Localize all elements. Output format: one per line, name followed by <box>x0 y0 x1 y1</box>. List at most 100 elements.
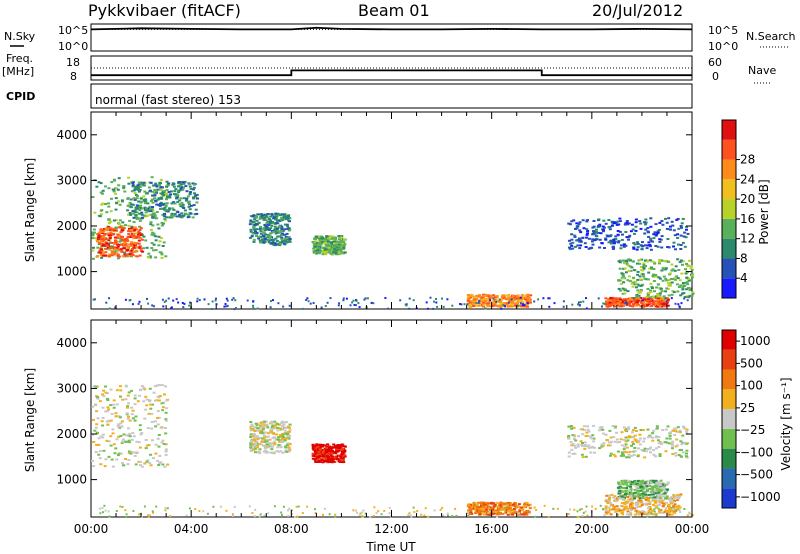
vel-cell-5 <box>618 441 622 443</box>
vel-cell-5 <box>655 427 659 430</box>
power-cell-0 <box>160 224 164 227</box>
power-cell-4 <box>337 243 341 246</box>
power-cell-2 <box>155 203 159 206</box>
power-cell-8 <box>607 219 611 221</box>
power-cell-4 <box>335 249 339 252</box>
power-cell-7 <box>681 260 685 263</box>
vel-cell-0 <box>101 393 104 396</box>
vel-cell-3 <box>500 509 504 511</box>
vel-cell-1 <box>275 433 279 436</box>
power-cell-8 <box>627 236 631 239</box>
vel-cell-1 <box>285 421 289 424</box>
power-cell-8 <box>619 244 623 247</box>
vel-cell-0 <box>154 425 158 428</box>
power-cell-1 <box>101 232 104 234</box>
vel-ytick-label-0: 1000 <box>56 473 87 487</box>
vel-cell-1 <box>266 451 270 454</box>
power-cell-7 <box>678 261 682 264</box>
vel-cell-0 <box>154 399 157 402</box>
vel-cell-5 <box>592 424 596 427</box>
power-cell-0 <box>148 255 152 258</box>
power-cell-4 <box>316 249 320 252</box>
power-cell-2 <box>179 187 183 190</box>
power-cell-2 <box>176 211 180 214</box>
power-cell-2 <box>191 216 195 219</box>
power-cell-2 <box>132 212 135 215</box>
power-cell-7 <box>646 288 650 290</box>
power-cell-4 <box>317 242 321 245</box>
power-cell-4 <box>328 249 332 252</box>
vel-cell-2 <box>339 446 343 449</box>
power-cell-5 <box>472 301 476 304</box>
power-cell-7 <box>662 275 666 278</box>
power-cell-7 <box>685 276 689 279</box>
power-cell-7 <box>618 279 622 282</box>
vel-cell-0 <box>145 460 149 463</box>
vel-cell-1 <box>267 432 271 435</box>
power-cell-4 <box>317 250 321 253</box>
power-cell-1 <box>112 233 116 235</box>
vel-cell-3 <box>491 508 495 511</box>
power-panel-frame <box>90 111 693 310</box>
vel-cell-4 <box>633 507 637 510</box>
power-cell-8 <box>629 230 633 233</box>
vel-cell-1 <box>260 429 263 432</box>
vel-ytick-label-3: 4000 <box>56 336 87 350</box>
power-cell-8 <box>636 242 640 245</box>
power-cell-8 <box>625 220 629 222</box>
power-cell-3 <box>274 237 278 240</box>
power-cell-4 <box>337 238 341 241</box>
power-cell-8 <box>595 228 598 231</box>
power-cell-7 <box>652 273 656 276</box>
power-cell-5 <box>487 295 491 298</box>
power-cell-8 <box>672 229 676 232</box>
vel-cell-0 <box>109 388 113 391</box>
vel-ground-cell <box>665 506 668 509</box>
power-cell-7 <box>658 262 661 265</box>
power-cell-0 <box>119 225 123 228</box>
power-cell-1 <box>121 255 125 258</box>
power-cell-1 <box>110 254 114 257</box>
vel-cell-5 <box>656 439 660 442</box>
power-cell-8 <box>605 234 609 237</box>
power-cell-4 <box>339 240 343 242</box>
power-cell-7 <box>655 295 659 297</box>
vel-cell-4 <box>641 512 645 515</box>
vel-cell-5 <box>633 447 637 449</box>
vel-cbar-swatch-4 <box>722 409 736 429</box>
power-cell-8 <box>676 233 680 236</box>
vel-cell-0 <box>102 449 106 452</box>
vel-cell-0 <box>121 462 124 465</box>
power-cell-2 <box>185 190 189 193</box>
vel-cell-4 <box>629 511 632 514</box>
power-cell-8 <box>613 222 616 225</box>
power-cell-5 <box>529 294 533 297</box>
vel-cell-0 <box>142 386 146 389</box>
vel-cell-3 <box>527 511 531 514</box>
vel-ground-cell <box>314 508 316 511</box>
vel-cell-4 <box>661 504 665 507</box>
vel-cell-0 <box>127 391 131 394</box>
power-cell-2 <box>182 186 185 189</box>
vel-cell-2 <box>339 455 343 458</box>
power-cell-5 <box>526 293 530 296</box>
vel-cell-3 <box>469 509 473 512</box>
vel-cell-5 <box>671 429 675 432</box>
vel-ground-cell <box>496 515 499 518</box>
vel-ground-cell <box>202 510 205 513</box>
power-ground-cell <box>429 296 432 299</box>
power-ground-cell <box>224 303 227 305</box>
power-cell-8 <box>659 238 663 241</box>
vel-cell-0 <box>145 398 149 401</box>
power-cell-8 <box>604 238 608 241</box>
power-cell-0 <box>123 251 127 254</box>
power-cell-4 <box>330 242 333 245</box>
vel-cell-0 <box>130 389 133 392</box>
power-ground-cell <box>357 302 360 305</box>
vel-cell-4 <box>661 499 665 502</box>
vel-cell-5 <box>685 449 689 452</box>
vel-ground-cell <box>297 505 300 508</box>
vel-cell-3 <box>528 503 532 506</box>
power-cell-4 <box>334 244 338 246</box>
power-cell-2 <box>155 190 159 193</box>
